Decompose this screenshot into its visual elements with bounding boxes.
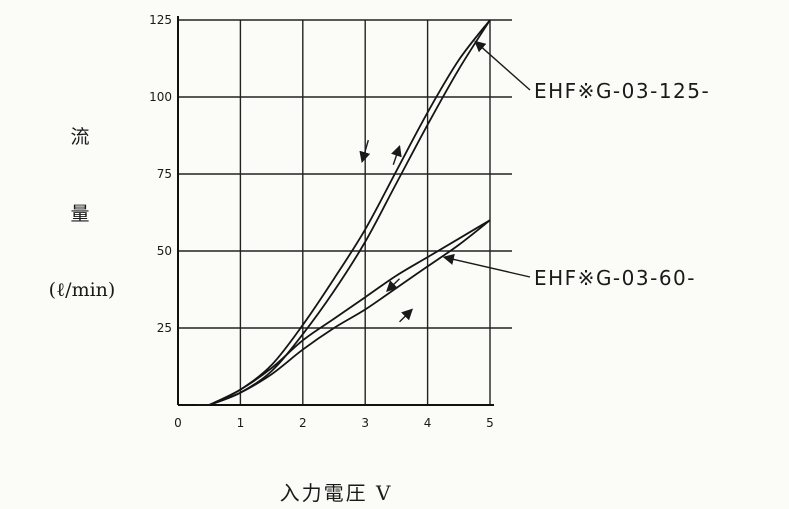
axes <box>177 16 494 406</box>
series-line <box>196 219 491 406</box>
series-label: EHF※G-03-60- <box>534 266 696 290</box>
x-axis-label: 入力電圧 V <box>280 481 393 505</box>
x-tick-label: 5 <box>486 416 494 430</box>
grid <box>178 19 512 405</box>
x-tick-label: 2 <box>299 416 307 430</box>
annotation-leader-line <box>442 253 531 278</box>
y-tick-label: 125 <box>149 13 172 27</box>
y-tick-label: 75 <box>157 167 172 181</box>
y-axis-label: 流 <box>70 126 89 148</box>
labels: 0 1 2 3 4 5 25 50 75 100 125 流量 (ℓ/min) 入力電圧 V EHF※G-0… <box>49 13 710 505</box>
y-axis-label: (ℓ/min) <box>49 279 116 301</box>
direction-arrow <box>386 278 401 293</box>
x-tick-label: 3 <box>361 416 369 430</box>
curves <box>196 19 491 406</box>
direction-arrows <box>359 40 531 323</box>
y-tick-label: 100 <box>149 90 172 104</box>
x-tick-label: 4 <box>424 416 432 430</box>
direction-arrow <box>391 144 402 165</box>
series-line <box>196 219 491 406</box>
direction-arrow <box>359 139 371 164</box>
annotation-leader-line <box>474 40 531 91</box>
x-tick-label: 0 <box>174 416 182 430</box>
series-label: EHF※G-03-125- <box>534 79 710 103</box>
y-axis-label: 量 <box>70 203 89 225</box>
direction-arrow <box>399 308 413 323</box>
x-tick-label: 1 <box>237 416 245 430</box>
y-tick-label: 50 <box>157 244 172 258</box>
y-tick-label: 25 <box>157 321 172 335</box>
